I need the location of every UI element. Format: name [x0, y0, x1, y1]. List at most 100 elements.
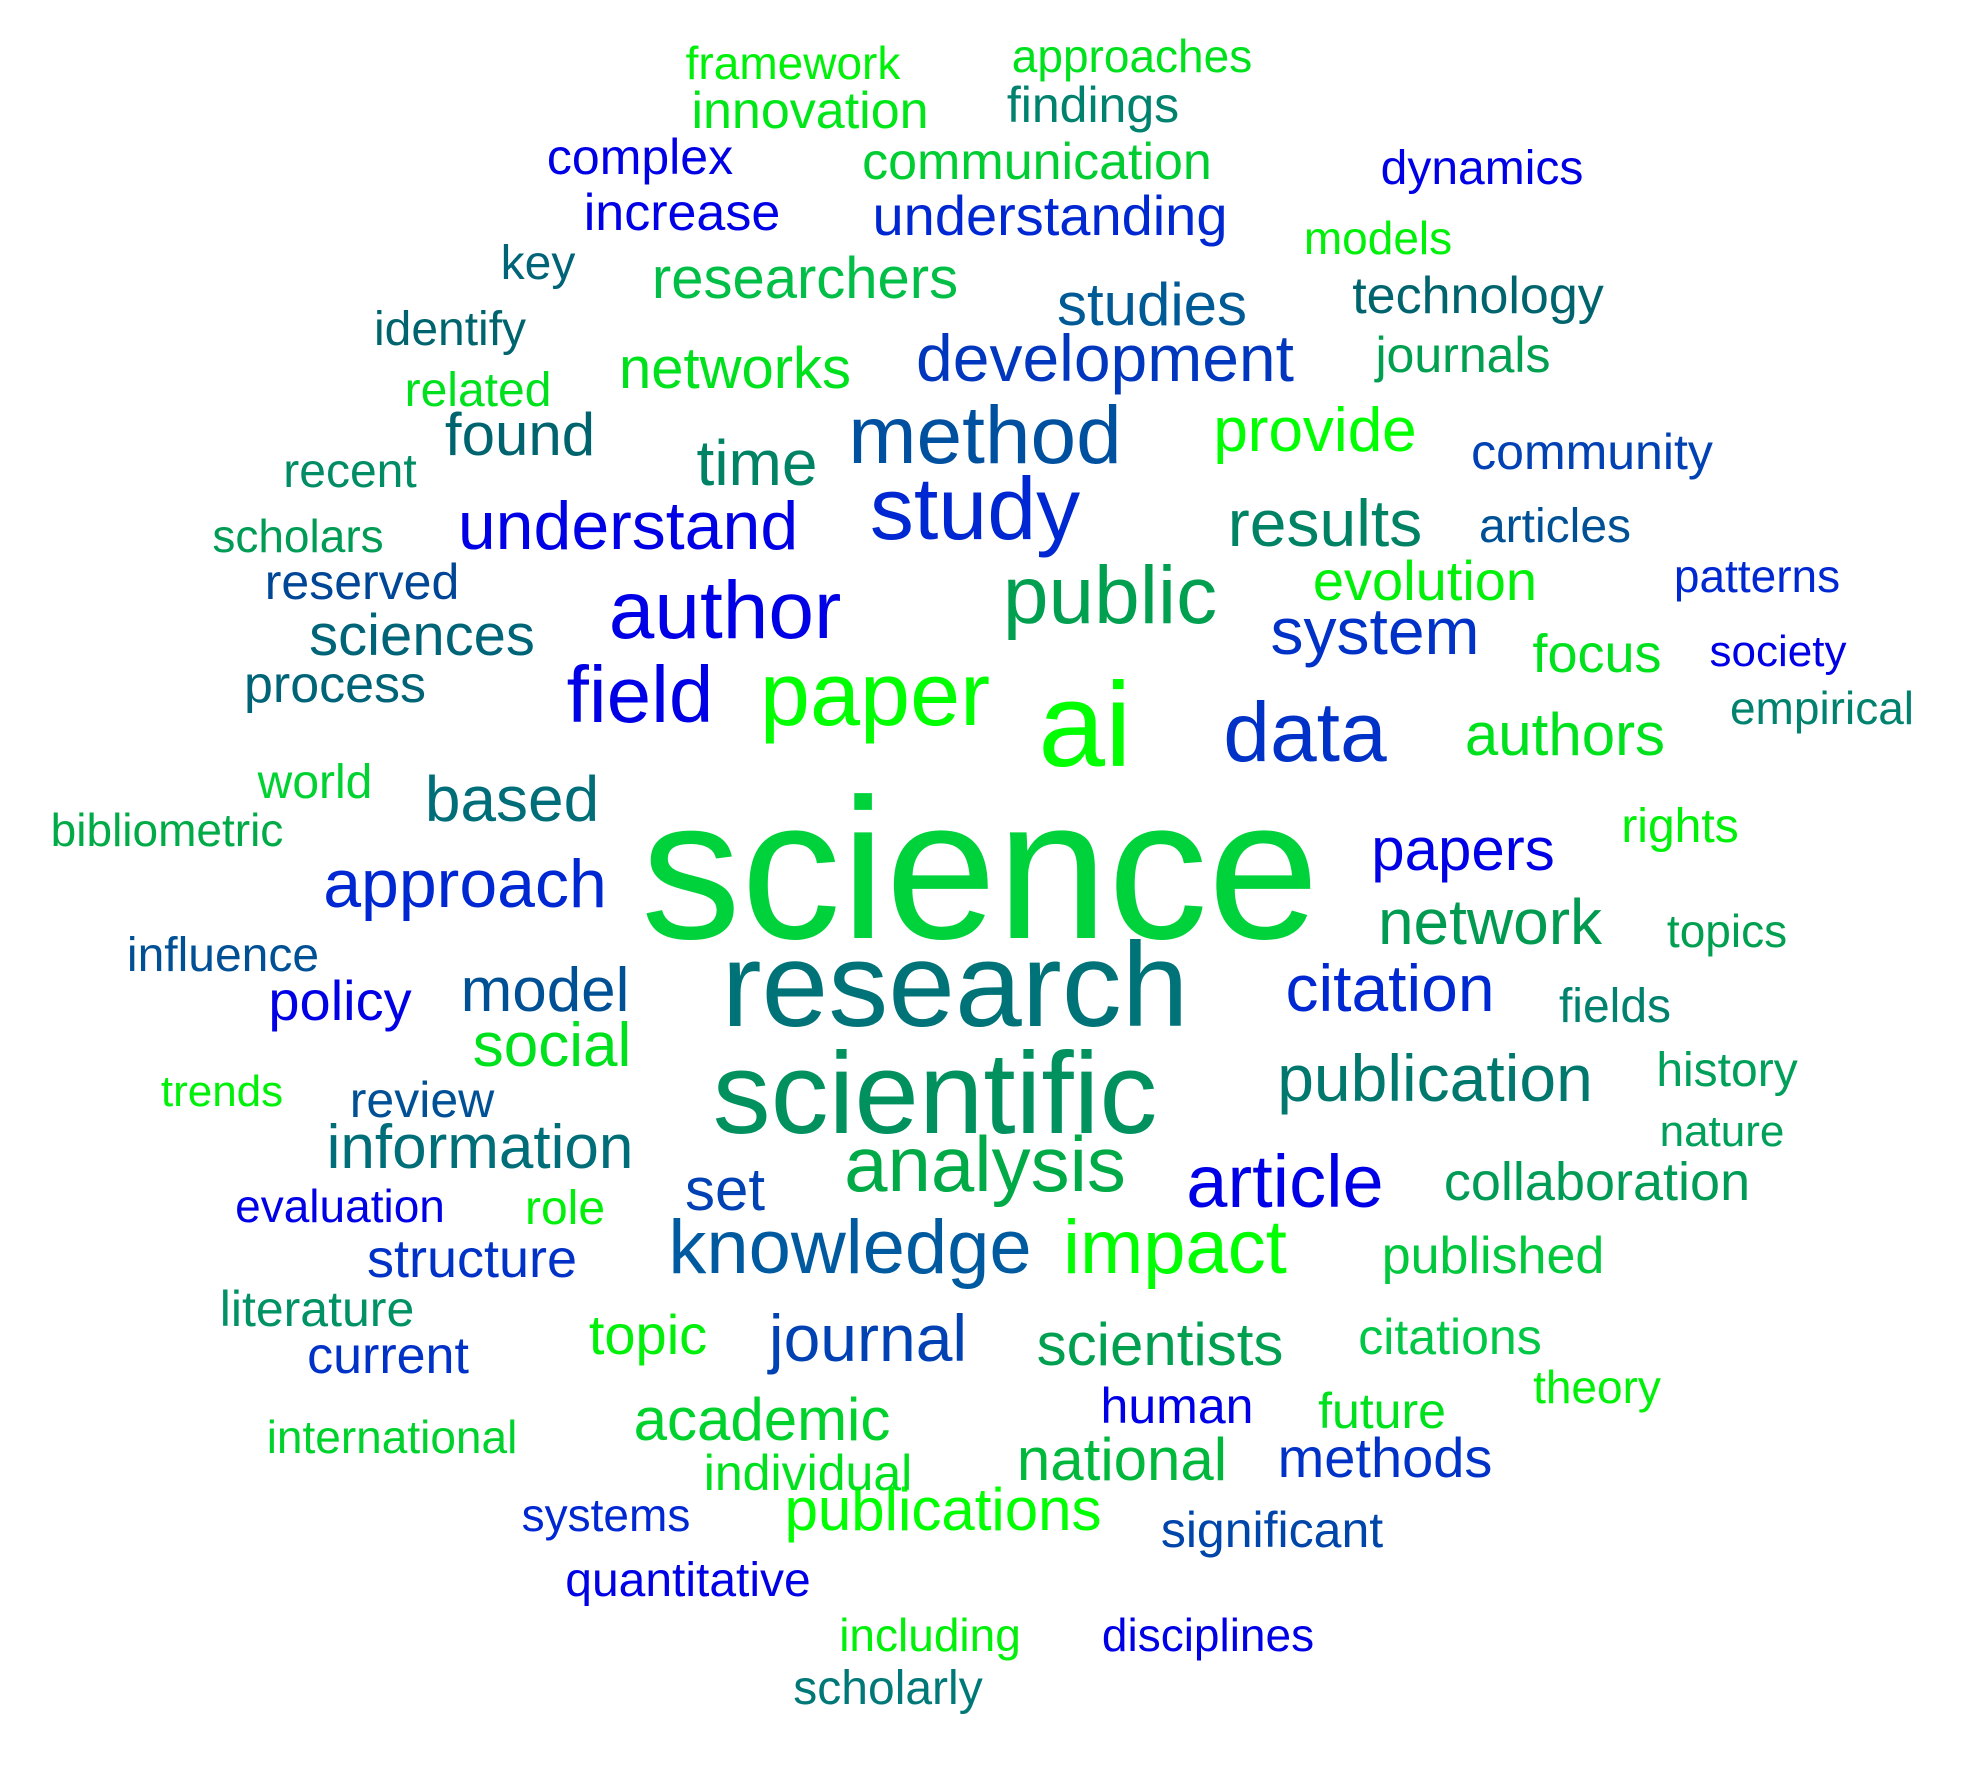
- word-publications: publications: [784, 1476, 1102, 1543]
- word-identify: identify: [373, 303, 527, 356]
- word-system: system: [1270, 594, 1480, 668]
- word-systems: systems: [521, 1489, 691, 1541]
- word-communication: communication: [862, 133, 1212, 191]
- word-bibliometric: bibliometric: [50, 804, 284, 856]
- word-article: article: [1186, 1140, 1384, 1223]
- word-nature: nature: [1659, 1107, 1785, 1156]
- word-empirical: empirical: [1729, 682, 1915, 734]
- word-public: public: [1002, 550, 1218, 641]
- word-structure: structure: [366, 1229, 578, 1289]
- word-national: national: [1016, 1426, 1228, 1493]
- word-influence: influence: [126, 929, 320, 982]
- word-found: found: [444, 401, 596, 468]
- word-models: models: [1303, 212, 1453, 264]
- word-based: based: [424, 763, 600, 835]
- word-including: including: [839, 1609, 1021, 1661]
- word-review: review: [349, 1072, 495, 1128]
- word-future: future: [1318, 1383, 1446, 1439]
- word-model: model: [460, 956, 630, 1025]
- word-collaboration: collaboration: [1443, 1152, 1751, 1212]
- word-research: research: [721, 918, 1189, 1052]
- word-focus: focus: [1532, 624, 1662, 684]
- word-journals: journals: [1375, 327, 1551, 383]
- word-human: human: [1100, 1378, 1254, 1434]
- word-papers: papers: [1371, 816, 1555, 883]
- word-rights: rights: [1621, 800, 1739, 853]
- word-academic: academic: [633, 1386, 891, 1453]
- word-evaluation: evaluation: [235, 1180, 445, 1232]
- word-published: published: [1381, 1227, 1605, 1285]
- word-literature: literature: [219, 1281, 415, 1337]
- word-knowledge: knowledge: [668, 1205, 1032, 1290]
- word-results: results: [1227, 486, 1423, 560]
- word-researchers: researchers: [651, 246, 959, 311]
- word-trends: trends: [160, 1067, 284, 1116]
- word-study: study: [869, 459, 1081, 558]
- word-patterns: patterns: [1673, 550, 1841, 602]
- word-provide: provide: [1213, 396, 1417, 465]
- word-innovation: innovation: [691, 82, 929, 140]
- word-sciences: sciences: [309, 603, 535, 668]
- word-social: social: [472, 1011, 632, 1080]
- word-disciplines: disciplines: [1101, 1609, 1315, 1661]
- word-role: role: [524, 1182, 606, 1235]
- word-international: international: [266, 1411, 518, 1463]
- word-theory: theory: [1533, 1361, 1661, 1413]
- word-key: key: [500, 237, 576, 290]
- word-ai: ai: [1038, 658, 1132, 792]
- word-policy: policy: [268, 969, 412, 1032]
- word-recent: recent: [283, 445, 417, 498]
- word-time: time: [696, 427, 818, 499]
- word-data: data: [1223, 685, 1387, 779]
- word-current: current: [307, 1327, 469, 1385]
- word-set: set: [684, 1156, 766, 1223]
- word-networks: networks: [618, 336, 852, 401]
- word-process: process: [243, 656, 427, 714]
- word-understanding: understanding: [872, 184, 1228, 247]
- word-articles: articles: [1478, 500, 1632, 553]
- word-reserved: reserved: [264, 554, 460, 610]
- word-complex: complex: [546, 129, 734, 185]
- word-topics: topics: [1666, 905, 1788, 957]
- word-analysis: analysis: [844, 1120, 1126, 1208]
- word-author: author: [608, 565, 842, 656]
- word-dynamics: dynamics: [1380, 142, 1584, 195]
- word-approach: approach: [323, 846, 607, 922]
- word-journal: journal: [768, 1301, 968, 1375]
- word-development: development: [916, 321, 1294, 395]
- word-information: information: [326, 1113, 634, 1182]
- word-scientists: scientists: [1036, 1311, 1284, 1378]
- word-individual: individual: [703, 1445, 913, 1501]
- word-paper: paper: [759, 645, 991, 745]
- word-impact: impact: [1063, 1205, 1287, 1290]
- word-increase: increase: [583, 184, 781, 242]
- word-significant: significant: [1160, 1502, 1384, 1558]
- word-world: world: [257, 756, 373, 809]
- word-scholars: scholars: [212, 510, 384, 562]
- word-method: method: [848, 390, 1122, 481]
- word-citation: citation: [1285, 951, 1495, 1025]
- word-technology: technology: [1352, 267, 1604, 325]
- word-fields: fields: [1558, 980, 1672, 1033]
- word-science: science: [640, 758, 1320, 981]
- word-society: society: [1709, 627, 1847, 676]
- word-history: history: [1656, 1044, 1798, 1097]
- word-methods: methods: [1277, 1426, 1493, 1489]
- word-framework: framework: [685, 37, 901, 89]
- word-approaches: approaches: [1011, 30, 1253, 82]
- word-publication: publication: [1277, 1041, 1593, 1115]
- word-network: network: [1377, 886, 1603, 958]
- word-scientific: scientific: [712, 1028, 1158, 1158]
- word-evolution: evolution: [1312, 549, 1538, 612]
- word-findings: findings: [1006, 77, 1180, 133]
- word-quantitative: quantitative: [565, 1554, 811, 1607]
- word-authors: authors: [1464, 701, 1666, 768]
- word-citations: citations: [1358, 1309, 1542, 1365]
- word-topic: topic: [588, 1303, 708, 1366]
- word-related: related: [404, 364, 552, 417]
- word-studies: studies: [1056, 271, 1248, 338]
- word-field: field: [566, 650, 714, 739]
- word-scholarly: scholarly: [793, 1662, 983, 1715]
- word-community: community: [1471, 424, 1713, 480]
